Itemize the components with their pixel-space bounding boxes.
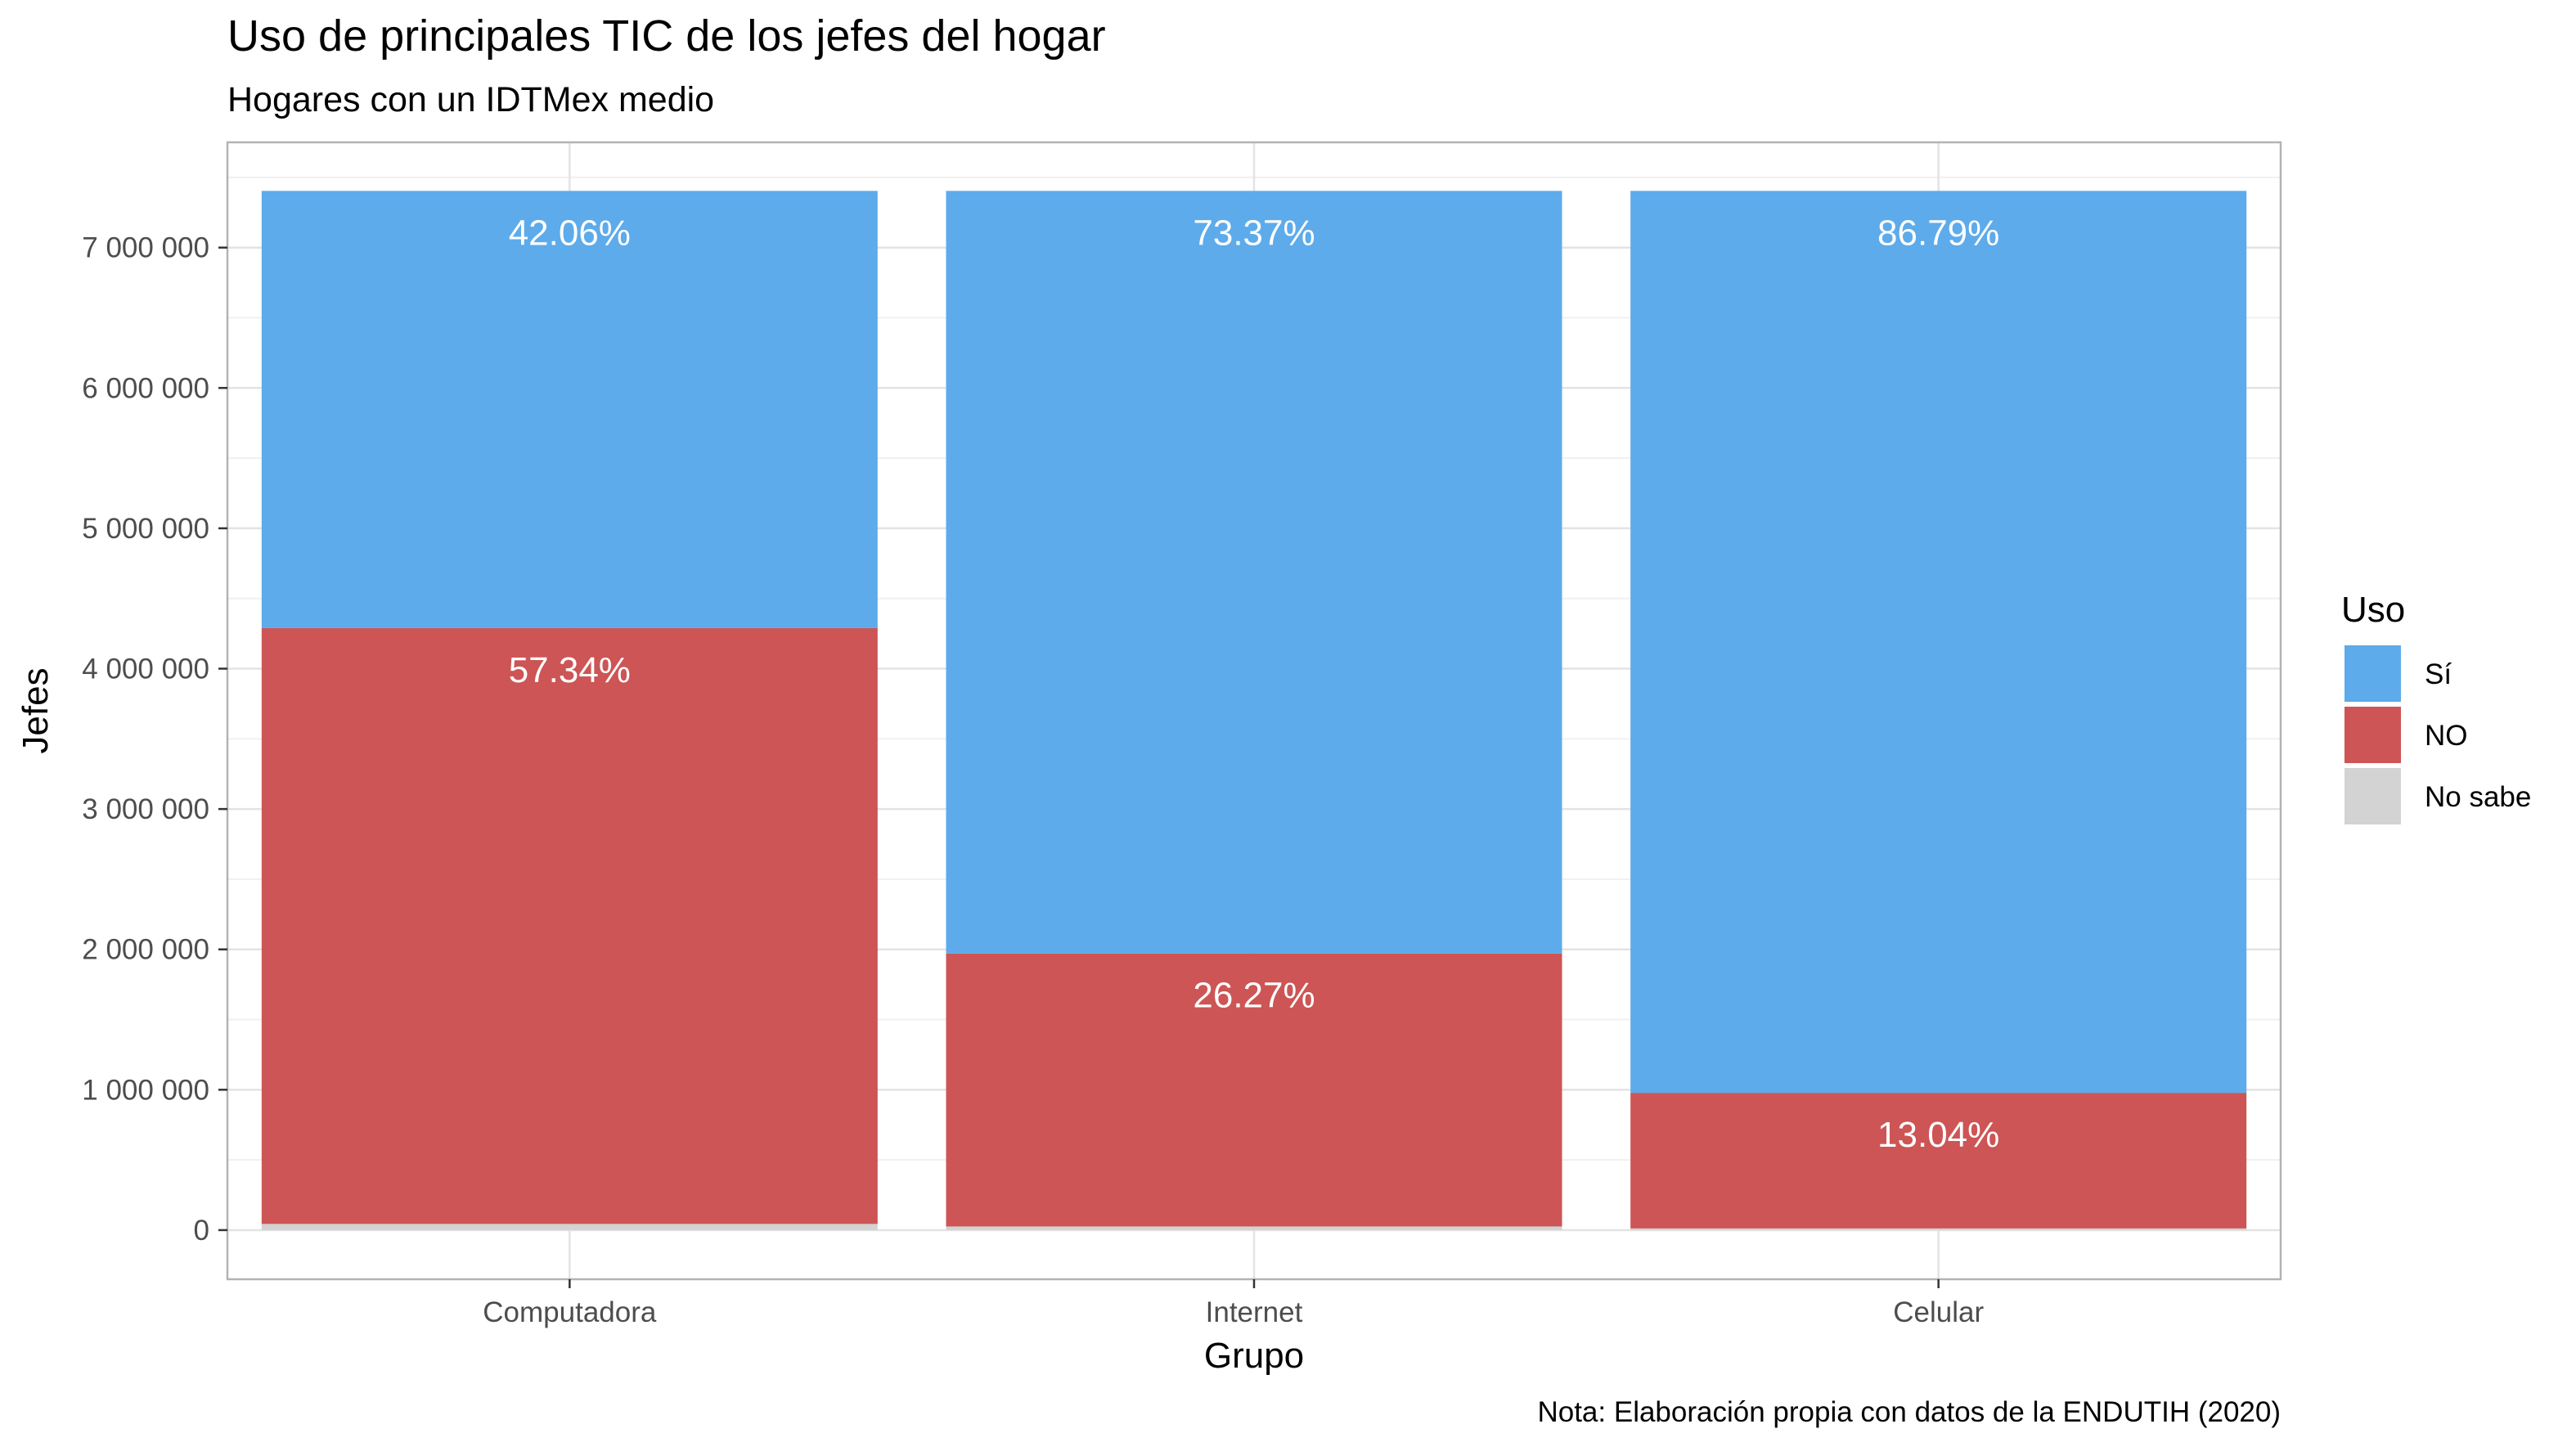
bar-segment bbox=[946, 953, 1562, 1227]
bar-value-label: 13.04% bbox=[1877, 1115, 1999, 1155]
bar-segment bbox=[261, 627, 878, 1224]
legend-label: No sabe bbox=[2425, 781, 2531, 813]
x-axis-title: Grupo bbox=[1204, 1336, 1304, 1376]
legend-swatch bbox=[2344, 768, 2401, 824]
chart-subtitle: Hogares con un IDTMex medio bbox=[227, 80, 714, 119]
bar-value-label: 26.27% bbox=[1193, 976, 1315, 1016]
chart-caption: Nota: Elaboración propia con datos de la… bbox=[1537, 1396, 2281, 1428]
x-axis: Computadora Internet Celular bbox=[483, 1279, 1984, 1328]
y-tick-label: 2 000 000 bbox=[82, 934, 209, 966]
y-tick-label: 4 000 000 bbox=[82, 654, 209, 685]
bar-segment bbox=[946, 1226, 1562, 1230]
bar-value-label: 57.34% bbox=[509, 650, 631, 690]
bar-value-label: 42.06% bbox=[509, 213, 631, 253]
bar-segment bbox=[1630, 1228, 2247, 1230]
x-tick-label: Celular bbox=[1893, 1296, 1984, 1328]
y-axis: 0 1 000 000 2 000 000 3 000 000 4 000 000 5 0… bbox=[82, 232, 227, 1247]
bar-value-label: 73.37% bbox=[1193, 213, 1315, 253]
bar-value-label: 86.79% bbox=[1877, 213, 1999, 253]
legend-label: Sí bbox=[2425, 658, 2452, 690]
bar-segment bbox=[261, 1224, 878, 1230]
y-tick-label: 7 000 000 bbox=[82, 232, 209, 264]
x-tick-label: Computadora bbox=[483, 1296, 657, 1328]
bar-segment bbox=[1630, 191, 2247, 1094]
bar-segment bbox=[261, 191, 878, 628]
y-tick-label: 0 bbox=[194, 1215, 209, 1247]
chart-title: Uso de principales TIC de los jefes del … bbox=[227, 11, 1106, 61]
bars bbox=[261, 191, 2247, 1230]
y-tick-label: 1 000 000 bbox=[82, 1074, 209, 1106]
bar-segment bbox=[946, 191, 1562, 954]
x-tick-label: Internet bbox=[1206, 1296, 1303, 1328]
legend-label: NO bbox=[2425, 720, 2468, 752]
y-tick-label: 6 000 000 bbox=[82, 372, 209, 404]
bar-segment bbox=[1630, 1093, 2247, 1229]
bar-labels: 57.34% 42.06% 26.27% 73.37% 13.04% 86.79% bbox=[509, 213, 2000, 1155]
legend-swatch bbox=[2344, 707, 2401, 763]
y-axis-title: Jefes bbox=[16, 667, 56, 753]
legend-title: Uso bbox=[2341, 590, 2405, 630]
legend-swatch bbox=[2344, 645, 2401, 702]
y-tick-label: 3 000 000 bbox=[82, 793, 209, 825]
legend: Uso Sí NO No sabe bbox=[2341, 590, 2531, 824]
y-tick-label: 5 000 000 bbox=[82, 513, 209, 545]
